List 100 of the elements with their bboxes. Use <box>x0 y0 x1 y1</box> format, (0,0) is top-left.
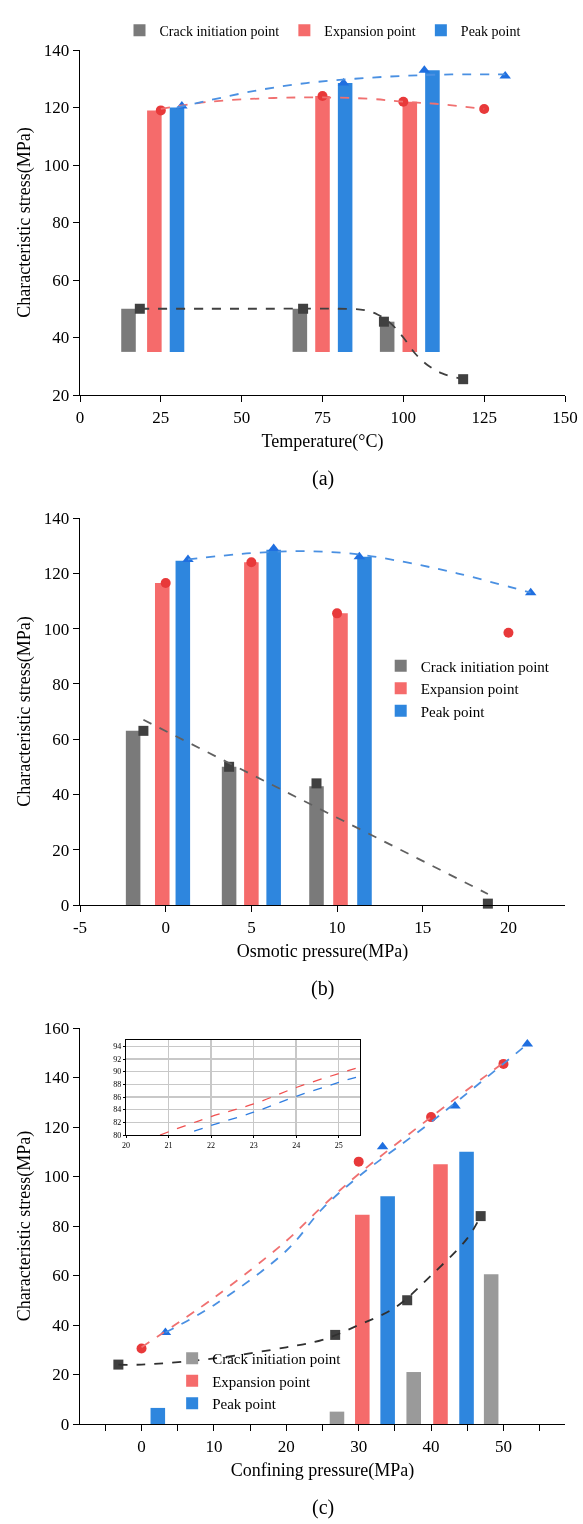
point <box>298 303 309 314</box>
y-tick-label: 80 <box>52 1216 70 1236</box>
y-tick-label: 140 <box>43 40 70 60</box>
y-tick-label: 120 <box>43 1117 70 1137</box>
legend-label: Peak point <box>212 1396 277 1413</box>
y-tick-label: 40 <box>52 785 70 805</box>
y-tick-label: 100 <box>43 155 70 175</box>
bar <box>309 786 324 905</box>
y-tick-label: 0 <box>60 1414 70 1434</box>
bar <box>425 70 440 352</box>
bar <box>150 1407 166 1424</box>
legend-label: Peak point <box>460 23 521 39</box>
x-tick-label: 75 <box>314 407 331 427</box>
x-tick-label: -5 <box>72 917 88 937</box>
x-tick-label: 25 <box>152 407 170 427</box>
legend-label: Crack initiation point <box>212 1351 342 1368</box>
x-axis-title: Temperature(°C) <box>261 430 384 452</box>
legend-label: Expansion point <box>420 681 520 698</box>
y-tick-label: 86 <box>113 1092 122 1102</box>
y-tick-label: 60 <box>52 270 70 290</box>
point <box>134 303 145 314</box>
y-tick-label: 140 <box>43 1068 70 1088</box>
bar <box>154 582 170 905</box>
bar <box>266 549 281 905</box>
y-tick-label: 80 <box>52 213 70 233</box>
y-tick-label: 100 <box>43 1167 70 1187</box>
x-tick-label: 22 <box>207 1140 216 1150</box>
x-tick-label: 20 <box>277 1436 295 1456</box>
y-axis-title: Characteristic stress(MPa) <box>14 1130 36 1322</box>
bar <box>355 1214 370 1424</box>
point <box>503 627 514 638</box>
x-tick-label: 10 <box>328 917 346 937</box>
x-axis-title: Osmotic pressure(MPa) <box>236 940 409 962</box>
y-tick-label: 92 <box>113 1054 122 1064</box>
bar <box>169 107 185 352</box>
bar <box>121 308 136 352</box>
y-tick-label: 84 <box>113 1105 122 1115</box>
y-tick-label: 60 <box>52 730 70 750</box>
x-tick-label: 15 <box>414 917 432 937</box>
point <box>475 1211 486 1222</box>
x-tick-label: 0 <box>161 917 170 937</box>
y-tick-label: 100 <box>43 619 70 639</box>
y-tick-label: 80 <box>52 674 70 694</box>
x-axis-title: Confining pressure(MPa) <box>230 1459 415 1481</box>
bar <box>175 560 191 905</box>
point <box>482 898 493 909</box>
y-tick-label: 82 <box>113 1118 122 1128</box>
y-tick-label: 160 <box>43 1018 70 1038</box>
point <box>160 577 171 588</box>
y-tick-label: 60 <box>52 1266 70 1286</box>
legend-label: Crack initiation point <box>420 658 550 675</box>
text: (c) <box>312 1496 335 1519</box>
bar <box>433 1164 448 1424</box>
point <box>246 557 257 568</box>
y-tick-label: 20 <box>52 840 70 860</box>
x-tick-label: 20 <box>499 917 517 937</box>
y-tick-label: 40 <box>52 1315 70 1335</box>
y-tick-label: 80 <box>113 1130 122 1140</box>
y-tick-label: 40 <box>52 328 70 348</box>
point <box>353 1156 364 1167</box>
y-axis-title: Characteristic stress(MPa) <box>14 127 36 318</box>
x-tick-label: 30 <box>350 1436 368 1456</box>
point <box>317 91 328 101</box>
y-tick-label: 120 <box>43 564 70 584</box>
point <box>378 316 389 327</box>
bar <box>337 83 353 352</box>
x-tick-label: 5 <box>247 917 256 937</box>
point <box>479 103 490 114</box>
y-tick-label: 20 <box>52 1365 70 1385</box>
x-tick-label: 100 <box>390 407 417 427</box>
legend-label: Expansion point <box>212 1373 311 1390</box>
x-tick-label: 40 <box>422 1436 440 1456</box>
bar <box>483 1274 499 1424</box>
text: (a) <box>312 467 335 490</box>
legend-label: Crack initiation point <box>159 23 280 39</box>
bar <box>147 110 162 352</box>
legend-label: Peak point <box>420 703 486 720</box>
x-tick-label: 23 <box>249 1140 258 1150</box>
x-tick-label: 50 <box>233 407 251 427</box>
y-tick-label: 0 <box>60 895 70 915</box>
bar <box>459 1151 474 1424</box>
text: (b) <box>311 977 335 1000</box>
point <box>113 1359 124 1370</box>
x-tick-label: 24 <box>292 1140 301 1150</box>
y-tick-label: 94 <box>113 1042 122 1052</box>
x-tick-label: 21 <box>164 1140 173 1150</box>
x-tick-label: 10 <box>205 1436 223 1456</box>
x-tick-label: 0 <box>75 407 85 427</box>
x-tick-label: 125 <box>471 407 497 427</box>
point <box>398 96 409 107</box>
x-tick-label: 0 <box>137 1436 146 1456</box>
bar <box>380 1196 395 1424</box>
x-tick-label: 25 <box>334 1140 343 1150</box>
bar <box>329 1411 345 1424</box>
bar <box>125 730 141 905</box>
point <box>332 608 343 619</box>
bar <box>406 1372 421 1424</box>
point <box>402 1295 413 1306</box>
x-tick-label: 50 <box>494 1436 512 1456</box>
bar <box>357 556 372 905</box>
